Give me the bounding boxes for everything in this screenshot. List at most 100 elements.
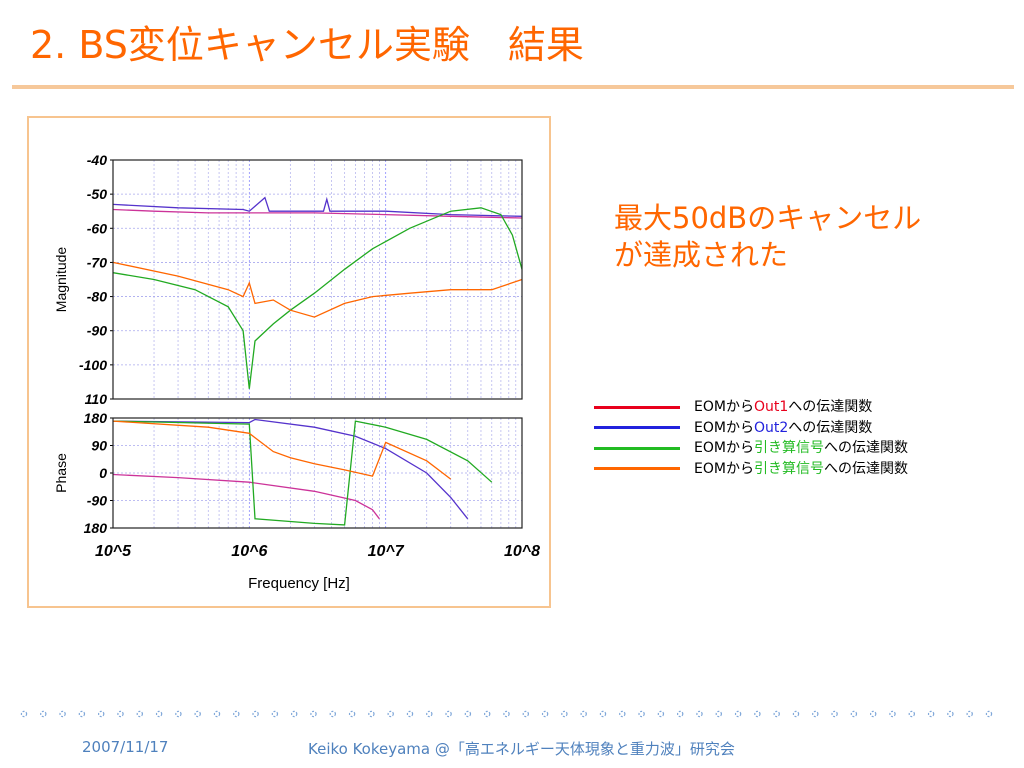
divider-dot (541, 710, 549, 718)
divider-dot (117, 710, 124, 718)
y-tick-label: -40 (87, 152, 107, 168)
legend-item: EOMから Out2 への伝達関数 (594, 418, 908, 439)
divider-dot (561, 710, 568, 718)
y-tick-label: -100 (79, 357, 107, 373)
divider-dot (155, 710, 163, 718)
phase-frame (112, 417, 523, 529)
divider-dot (754, 710, 761, 718)
legend-label-highlight: Out2 (753, 419, 789, 436)
magnitude-series-2 (112, 207, 523, 389)
divider-dot (580, 710, 587, 718)
divider-dot (638, 710, 645, 718)
divider-dot (136, 710, 144, 718)
divider-dot (812, 710, 819, 718)
divider-dot (310, 710, 317, 718)
divider-dot (657, 710, 665, 718)
divider-dot (850, 710, 858, 718)
divider-dot (387, 710, 394, 718)
divider-dot (734, 710, 742, 718)
y-tick-label: -80 (87, 289, 107, 305)
divider-dot (445, 710, 452, 718)
conclusion-line-2: が達成された (614, 238, 789, 272)
divider-dot (213, 710, 221, 718)
legend-label-prefix: EOMから (694, 440, 754, 456)
phase-series-0 (112, 473, 380, 520)
divider-dot (599, 710, 607, 718)
legend-label-highlight: 引き算信号 (753, 440, 824, 456)
legend-label-suffix: への伝達関数 (788, 419, 873, 436)
x-tick-label: 10^5 (95, 543, 132, 560)
magnitude-plot-area (113, 160, 522, 399)
legend-label-suffix: への伝達関数 (823, 440, 908, 456)
divider-dot (271, 710, 279, 718)
conclusion-line-1: 最大50dBのキャンセル (614, 201, 922, 235)
legend-label-prefix: EOMから (694, 460, 754, 477)
title-divider (12, 85, 1014, 89)
legend-swatch (594, 426, 680, 430)
divider-dot (426, 710, 433, 718)
legend-label-suffix: への伝達関数 (823, 460, 908, 477)
footer-text: Keiko Kokeyama @「高エネルギー天体現象と重力波」研究会 (308, 740, 735, 758)
divider-dot (59, 710, 66, 718)
magnitude-axis-label: Magnitude (53, 247, 69, 313)
x-tick-label: 10^6 (231, 543, 267, 560)
conclusion-text: 最大50dBのキャンセル が達成された (614, 200, 921, 274)
divider-dot (619, 710, 626, 718)
divider-dot (348, 710, 356, 718)
legend: EOMから Out1 への伝達関数 EOMから Out2 への伝達関数 EOMから 引き算信号… (594, 397, 908, 479)
y-tick-label: 180 (84, 410, 108, 426)
divider-dot (773, 710, 780, 718)
footer-date: 2007/11/17 (82, 738, 169, 756)
legend-label-suffix: への伝達関数 (788, 399, 873, 415)
divider-dot (406, 710, 414, 718)
legend-label-prefix: EOMから (694, 399, 754, 415)
divider-dot (696, 710, 703, 718)
divider-dot (291, 710, 298, 718)
phase-axis-label: Phase (53, 453, 69, 493)
divider-dot (368, 710, 375, 718)
legend-item: EOMから 引き算信号 への伝達関数 (594, 459, 908, 480)
legend-swatch (594, 467, 680, 471)
legend-label-prefix: EOMから (694, 419, 754, 436)
legend-label-highlight: 引き算信号 (753, 460, 824, 477)
divider-dot (78, 710, 86, 718)
divider-dot (97, 710, 105, 718)
y-tick-label: 90 (91, 438, 107, 454)
divider-dot (889, 710, 896, 718)
bode-plot-svg: -40 -50 -60 -70 -80 -90 -100 110 Magnitude 180 90 0… (53, 152, 540, 592)
divider-dot (522, 710, 529, 718)
x-tick-label: 10^8 (504, 543, 540, 560)
legend-label-highlight: Out1 (753, 399, 789, 415)
divider-dot (20, 710, 28, 718)
y-tick-label: 180 (84, 520, 108, 536)
divider-dot (503, 710, 510, 718)
legend-swatch (594, 446, 680, 450)
x-tick-label: 10^7 (368, 543, 405, 560)
divider-dot (792, 710, 800, 718)
divider-dot (966, 710, 973, 718)
divider-dot (927, 710, 935, 718)
x-axis-label: Frequency [Hz] (248, 575, 350, 592)
y-tick-label: -60 (87, 220, 107, 236)
phase-series-1 (112, 418, 469, 520)
bode-plot-figure: -40 -50 -60 -70 -80 -90 -100 110 Magnitude 180 90 0… (27, 116, 551, 608)
divider-dot (329, 710, 336, 718)
legend-swatch (594, 405, 680, 409)
y-tick-label: -50 (87, 186, 107, 202)
divider-dot (252, 710, 259, 718)
phase-series-2 (112, 420, 493, 526)
magnitude-series-3 (112, 261, 523, 318)
divider-dot (175, 710, 182, 718)
divider-dot (985, 710, 993, 718)
divider-dot (715, 710, 723, 718)
divider-dot (464, 710, 472, 718)
divider-dot (947, 710, 954, 718)
legend-item: EOMから Out1 への伝達関数 (594, 397, 908, 418)
y-tick-label: 110 (85, 391, 108, 407)
y-tick-label: -90 (87, 493, 107, 509)
y-tick-label: 0 (99, 465, 107, 481)
y-tick-label: -70 (87, 254, 107, 270)
divider-dot (870, 710, 877, 718)
divider-dot (831, 710, 838, 718)
legend-item: EOMから 引き算信号 への伝達関数 (594, 438, 908, 459)
